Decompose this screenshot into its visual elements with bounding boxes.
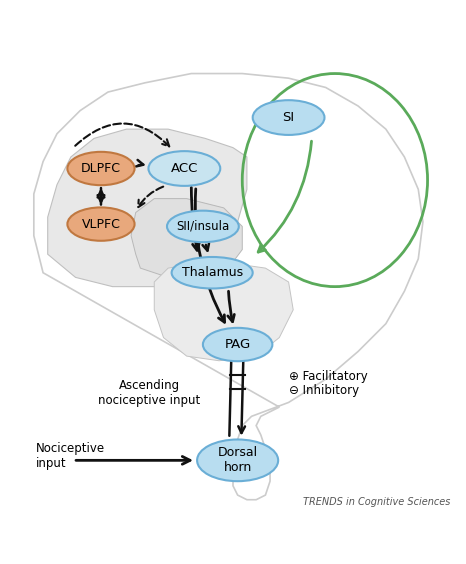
Text: ⊕ Facilitatory: ⊕ Facilitatory [288,371,367,384]
Ellipse shape [171,257,253,288]
Text: DLPFC: DLPFC [81,162,121,175]
Ellipse shape [203,328,272,361]
Ellipse shape [253,100,324,135]
Ellipse shape [149,151,220,186]
Ellipse shape [197,439,278,481]
Polygon shape [131,199,242,277]
Text: ⊖ Inhibitory: ⊖ Inhibitory [288,384,359,398]
Ellipse shape [167,211,239,242]
Text: VLPFC: VLPFC [82,218,120,231]
Text: SI: SI [282,111,295,124]
Text: PAG: PAG [225,338,251,351]
Text: Thalamus: Thalamus [182,266,243,279]
Text: Dorsal
horn: Dorsal horn [218,446,258,474]
Text: Ascending
nociceptive input: Ascending nociceptive input [98,379,201,407]
Polygon shape [34,73,423,500]
Ellipse shape [68,152,135,185]
Text: SII/insula: SII/insula [176,220,230,233]
Polygon shape [48,129,247,287]
Text: TRENDS in Cognitive Sciences: TRENDS in Cognitive Sciences [303,497,451,506]
Polygon shape [154,263,293,361]
Text: ACC: ACC [171,162,198,175]
Text: Nociceptive
input: Nociceptive input [36,442,105,470]
Ellipse shape [68,208,135,241]
